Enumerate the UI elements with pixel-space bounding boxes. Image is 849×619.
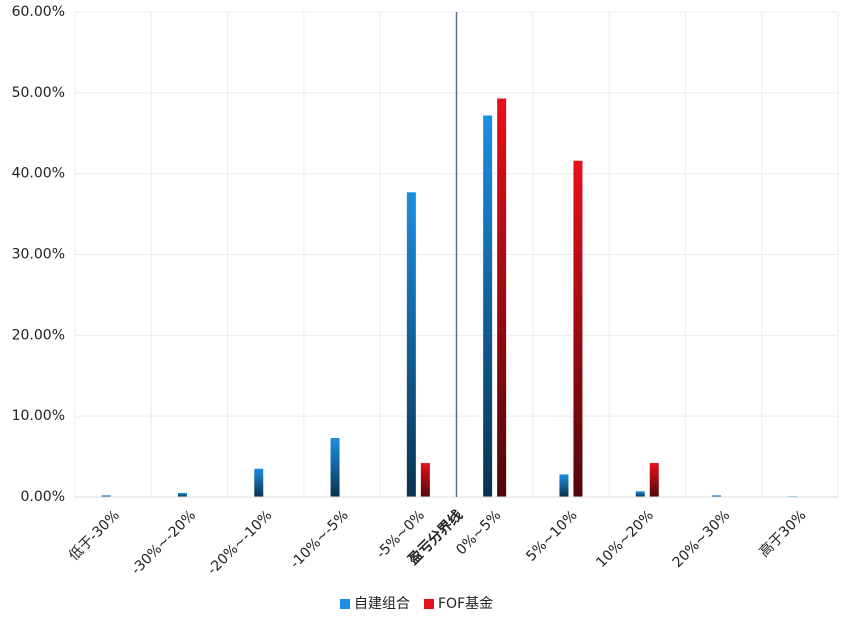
bar — [635, 491, 645, 497]
bar — [712, 495, 722, 497]
bar — [497, 98, 507, 497]
bar — [420, 463, 430, 497]
x-tick-label: -20%~-10% — [205, 507, 276, 578]
legend-label: 自建组合 — [354, 596, 410, 612]
bar — [330, 437, 340, 497]
x-tick-label: -30%~-20% — [128, 507, 199, 578]
x-tick-label: 20%~30% — [670, 507, 734, 571]
bar — [559, 474, 569, 497]
y-tick-label: 0.00% — [21, 489, 65, 505]
y-tick-label: 50.00% — [12, 85, 65, 101]
x-tick-label: 高于30% — [756, 507, 810, 561]
bar — [649, 463, 659, 497]
bar — [254, 468, 264, 497]
legend-swatch — [424, 599, 434, 609]
x-tick-label: 低于-30% — [66, 507, 123, 564]
y-tick-label: 40.00% — [12, 166, 65, 182]
x-tick-label: -10%~-5% — [287, 507, 351, 571]
y-tick-label: 30.00% — [12, 247, 65, 263]
y-tick-label: 20.00% — [12, 327, 65, 343]
x-tick-label: 5%~10% — [523, 507, 580, 564]
legend-swatch — [340, 599, 350, 609]
bar — [483, 115, 493, 497]
y-tick-label: 10.00% — [12, 408, 65, 424]
legend-label: FOF基金 — [438, 595, 493, 612]
bar — [177, 492, 187, 497]
x-tick-label: 10%~20% — [593, 507, 657, 571]
bar — [573, 160, 583, 497]
bar — [406, 192, 416, 497]
y-tick-label: 60.00% — [12, 4, 65, 20]
bar — [101, 495, 111, 497]
